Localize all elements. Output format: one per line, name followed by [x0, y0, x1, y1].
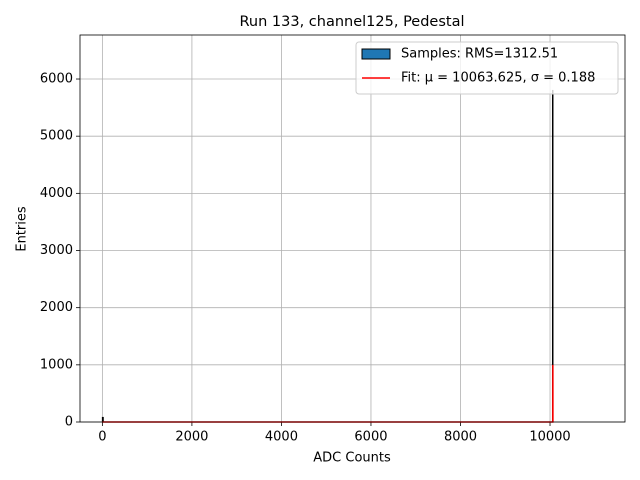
y-axis-label: Entries [15, 206, 30, 252]
axes-frame [79, 34, 626, 423]
x-tick-label: 2000 [175, 430, 208, 445]
chart-title: Run 133, channel125, Pedestal [239, 14, 464, 30]
x-tick-label: 6000 [354, 430, 387, 445]
legend-swatch [361, 48, 391, 60]
x-tick-label: 8000 [444, 430, 477, 445]
y-tick-label: 5000 [40, 129, 73, 144]
y-tick-label: 1000 [40, 357, 73, 372]
legend-label: Samples: RMS=1312.51 [401, 47, 558, 62]
y-tick-label: 2000 [40, 300, 73, 315]
y-tick-label: 4000 [40, 186, 73, 201]
legend-label: Fit: μ = 10063.625, σ = 0.188 [401, 71, 595, 86]
x-tick-label: 4000 [265, 430, 298, 445]
legend-box [355, 41, 619, 95]
x-axis-label: ADC Counts [313, 451, 391, 466]
y-tick-label: 0 [65, 415, 73, 430]
y-tick-label: 3000 [40, 243, 73, 258]
x-tick-label: 0 [98, 430, 106, 445]
legend: Samples: RMS=1312.51 Fit: μ = 10063.625, … [355, 41, 619, 95]
y-tick-label: 6000 [40, 72, 73, 87]
x-tick-label: 10000 [529, 430, 570, 445]
